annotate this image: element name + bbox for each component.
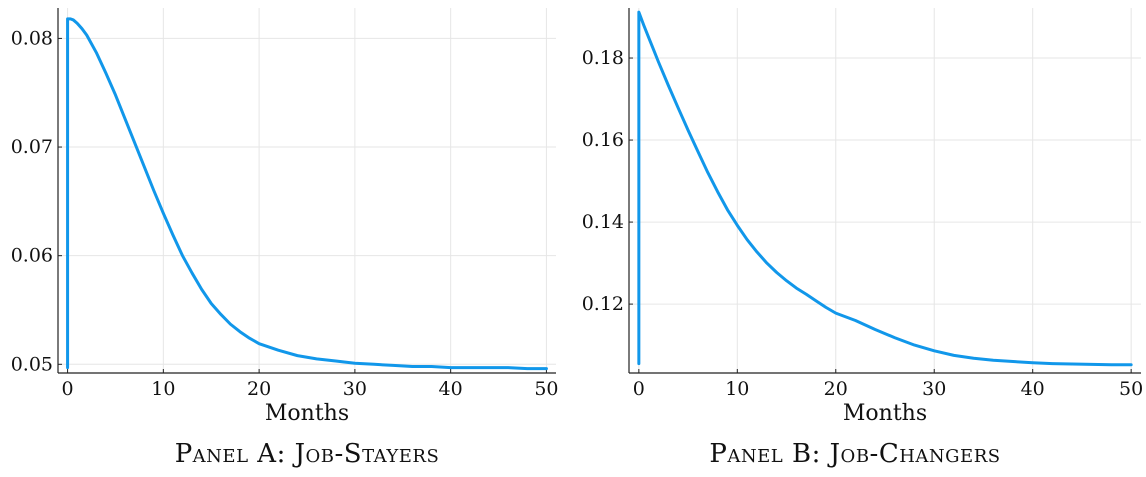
x-tick-label: 30 — [922, 378, 946, 400]
panel-caption: Panel A: Job-Stayers — [175, 439, 440, 469]
x-tick-label: 0 — [633, 378, 645, 400]
x-tick-label: 0 — [62, 378, 74, 400]
series-line — [637, 10, 1133, 367]
y-tick-label: 0.12 — [582, 293, 624, 315]
y-tick-label: 0.14 — [582, 211, 624, 233]
x-tick-label: 20 — [824, 378, 848, 400]
panel-a: 0 10 20 30 40 50 0.05 0.06 0.07 0.08 Months Panel A… — [11, 8, 559, 469]
x-tick-label: 30 — [343, 378, 367, 400]
y-tick-label: 0.18 — [582, 47, 624, 69]
x-tick-label: 50 — [534, 378, 558, 400]
x-tick-label: 10 — [151, 378, 175, 400]
x-tick-label: 40 — [1021, 378, 1045, 400]
y-tick-label: 0.08 — [11, 27, 53, 49]
y-tick-label: 0.07 — [11, 136, 53, 158]
x-tick-label: 10 — [725, 378, 749, 400]
panel-b: 0 10 20 30 40 50 0.12 0.14 0.16 0.18 Months Panel B… — [582, 8, 1143, 469]
y-tick-label: 0.05 — [11, 353, 53, 375]
x-tick-label: 20 — [247, 378, 271, 400]
y-tick-label: 0.06 — [11, 245, 53, 267]
x-axis-label: Months — [265, 401, 349, 426]
x-tick-label: 50 — [1119, 378, 1143, 400]
x-axis-label: Months — [843, 401, 927, 426]
panel-caption: Panel B: Job-Changers — [709, 439, 1000, 469]
x-tick-label: 40 — [439, 378, 463, 400]
series-line — [66, 17, 548, 371]
y-tick-label: 0.16 — [582, 129, 624, 151]
